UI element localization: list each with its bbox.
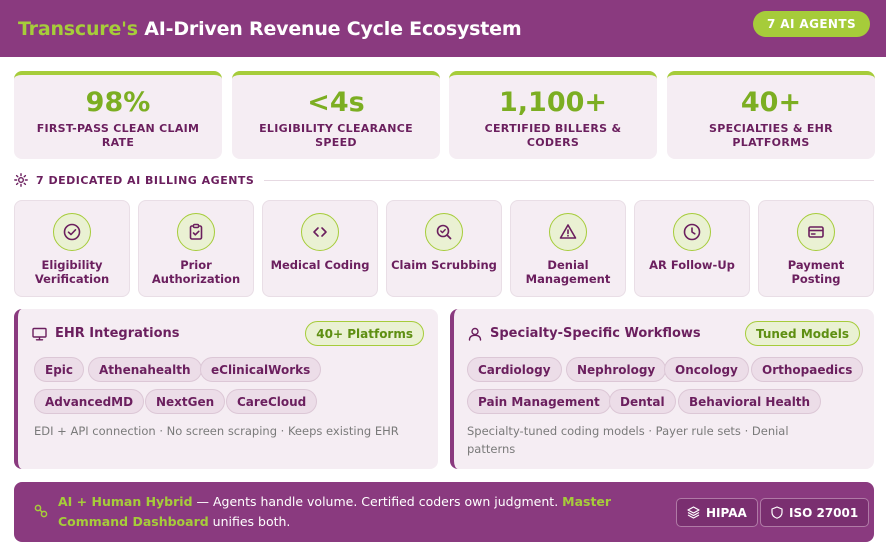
panel-title: EHR Integrations bbox=[32, 326, 180, 341]
agent-card-payment-posting[interactable]: Payment Posting bbox=[758, 200, 874, 297]
stat-label: FIRST-PASS CLEAN CLAIM RATE bbox=[36, 122, 200, 149]
agent-name: AR Follow-Up bbox=[649, 258, 735, 272]
section-label: 7 DEDICATED AI BILLING AGENTS bbox=[36, 173, 255, 187]
agent-icon-badge bbox=[177, 213, 215, 251]
panel-title: Specialty-Specific Workflows bbox=[468, 326, 701, 341]
hybrid-footer-banner: AI + Human Hybrid — Agents handle volume… bbox=[14, 482, 874, 542]
stat-value: 1,100+ bbox=[498, 87, 608, 118]
link-icon bbox=[34, 504, 48, 518]
page-title: Transcure's AI-Driven Revenue Cycle Ecos… bbox=[18, 17, 522, 40]
ehr-tag-advancedmd[interactable]: AdvancedMD bbox=[34, 389, 145, 414]
stat-value: 98% bbox=[85, 87, 151, 118]
agent-icon-badge bbox=[301, 213, 339, 251]
platforms-pill: 40+ Platforms bbox=[305, 321, 424, 346]
stat-card-specialties: 40+ SPECIALTIES & EHR PLATFORMS bbox=[667, 71, 875, 159]
ehr-note: EDI + API connection · No screen scrapin… bbox=[34, 424, 399, 438]
specialty-workflows-panel: Specialty-Specific Workflows Tuned Model… bbox=[450, 309, 874, 469]
specialty-tag-oncology[interactable]: Oncology bbox=[664, 357, 749, 382]
stat-value: 40+ bbox=[740, 87, 802, 118]
agent-icon-badge bbox=[549, 213, 587, 251]
ehr-tag-eclinicalworks[interactable]: eClinicalWorks bbox=[200, 357, 322, 382]
agent-name: Claim Scrubbing bbox=[391, 258, 497, 272]
stat-value: <4s bbox=[307, 87, 365, 118]
agent-name: Eligibility Verification bbox=[34, 258, 110, 286]
ehr-tag-nextgen[interactable]: NextGen bbox=[145, 389, 226, 414]
section-divider bbox=[264, 179, 874, 181]
ehr-tag-athenahealth[interactable]: Athenahealth bbox=[88, 357, 202, 382]
agents-count-badge: 7 AI AGENTS bbox=[752, 11, 870, 37]
shield-icon bbox=[771, 506, 783, 519]
agent-name: Prior Authorization bbox=[151, 258, 241, 286]
warning-triangle-icon bbox=[559, 224, 577, 239]
footer-text-part: — Agents handle volume. Certified coders… bbox=[192, 494, 563, 509]
hipaa-badge: HIPAA bbox=[676, 498, 758, 527]
ehr-integrations-panel: EHR Integrations 40+ Platforms Epic Athe… bbox=[14, 309, 438, 469]
agent-card-ar-follow-up[interactable]: AR Follow-Up bbox=[634, 200, 750, 297]
footer-text-part: unifies both. bbox=[208, 514, 291, 529]
layers-icon bbox=[687, 506, 700, 519]
stat-label: CERTIFIED BILLERS & CODERS bbox=[484, 122, 622, 149]
agent-name: Medical Coding bbox=[270, 258, 370, 272]
badge-label: HIPAA bbox=[706, 505, 747, 520]
agent-name: Payment Posting bbox=[787, 258, 845, 286]
search-check-icon bbox=[436, 224, 452, 240]
panel-title-text: EHR Integrations bbox=[55, 326, 180, 341]
title-text: AI-Driven Revenue Cycle Ecosystem bbox=[137, 17, 522, 40]
clock-icon bbox=[683, 223, 701, 241]
agents-section-heading: 7 DEDICATED AI BILLING AGENTS bbox=[14, 172, 874, 188]
specialty-tag-pain-management[interactable]: Pain Management bbox=[467, 389, 611, 414]
panel-title-text: Specialty-Specific Workflows bbox=[490, 326, 701, 341]
agent-name: Denial Management bbox=[525, 258, 611, 286]
credit-card-icon bbox=[808, 226, 824, 238]
specialty-tag-orthopaedics[interactable]: Orthopaedics bbox=[751, 357, 864, 382]
sparkle-icon bbox=[14, 173, 28, 187]
agent-card-medical-coding[interactable]: Medical Coding bbox=[262, 200, 378, 297]
agent-icon-badge bbox=[673, 213, 711, 251]
badge-label: ISO 27001 bbox=[789, 505, 859, 520]
user-icon bbox=[468, 327, 482, 341]
dashboard-highlight: Master Command Dashboard bbox=[58, 494, 612, 529]
agent-icon-badge bbox=[425, 213, 463, 251]
stat-label: SPECIALTIES & EHR PLATFORMS bbox=[709, 122, 833, 149]
tuned-models-pill: Tuned Models bbox=[744, 321, 860, 346]
footer-text: AI + Human Hybrid — Agents handle volume… bbox=[58, 492, 628, 532]
agent-icon-badge bbox=[797, 213, 835, 251]
ehr-tag-epic[interactable]: Epic bbox=[34, 357, 85, 382]
ehr-tag-carecloud[interactable]: CareCloud bbox=[226, 389, 318, 414]
agent-card-prior-auth[interactable]: Prior Authorization bbox=[138, 200, 254, 297]
specialty-tag-nephrology[interactable]: Nephrology bbox=[566, 357, 667, 382]
code-brackets-icon bbox=[313, 227, 327, 237]
specialty-tag-dental[interactable]: Dental bbox=[609, 389, 676, 414]
stat-card-clean-claim: 98% FIRST-PASS CLEAN CLAIM RATE bbox=[14, 71, 222, 159]
iso-badge: ISO 27001 bbox=[760, 498, 870, 527]
stat-card-certified-coders: 1,100+ CERTIFIED BILLERS & CODERS bbox=[449, 71, 657, 159]
agent-card-claim-scrubbing[interactable]: Claim Scrubbing bbox=[386, 200, 502, 297]
check-circle-icon bbox=[63, 223, 81, 241]
agent-card-denial-management[interactable]: Denial Management bbox=[510, 200, 626, 297]
brand-name: Transcure's bbox=[18, 17, 138, 40]
hybrid-highlight: AI + Human Hybrid bbox=[58, 494, 193, 509]
specialty-tag-behavioral-health[interactable]: Behavioral Health bbox=[678, 389, 822, 414]
agent-card-eligibility[interactable]: Eligibility Verification bbox=[14, 200, 130, 297]
specialty-note: Specialty-tuned coding models · Payer ru… bbox=[467, 424, 789, 456]
specialty-tag-cardiology[interactable]: Cardiology bbox=[467, 357, 562, 382]
stat-card-eligibility-speed: <4s ELIGIBILITY CLEARANCE SPEED bbox=[232, 71, 440, 159]
stat-label: ELIGIBILITY CLEARANCE SPEED bbox=[259, 122, 413, 149]
page-header: Transcure's AI-Driven Revenue Cycle Ecos… bbox=[0, 0, 886, 57]
clipboard-check-icon bbox=[189, 223, 203, 240]
agent-icon-badge bbox=[53, 213, 91, 251]
monitor-icon bbox=[32, 327, 47, 341]
